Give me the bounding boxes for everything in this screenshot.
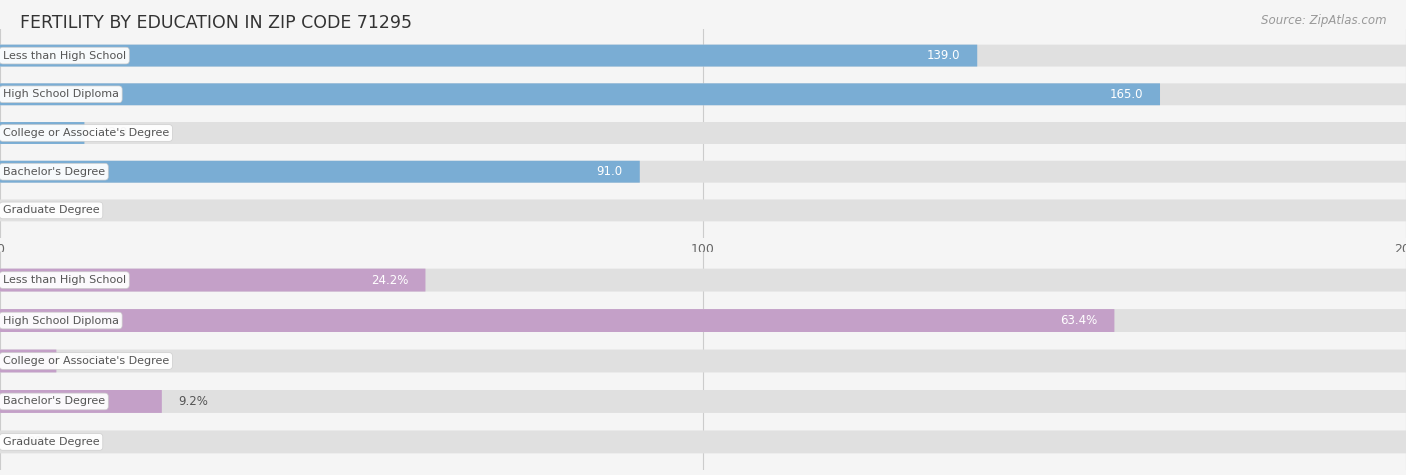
FancyBboxPatch shape bbox=[0, 350, 56, 372]
Text: Graduate Degree: Graduate Degree bbox=[3, 437, 100, 447]
FancyBboxPatch shape bbox=[0, 122, 84, 144]
Text: 139.0: 139.0 bbox=[927, 49, 960, 62]
FancyBboxPatch shape bbox=[0, 161, 1406, 183]
Text: Bachelor's Degree: Bachelor's Degree bbox=[3, 397, 105, 407]
FancyBboxPatch shape bbox=[0, 83, 1406, 105]
FancyBboxPatch shape bbox=[0, 430, 1406, 453]
Text: 3.2%: 3.2% bbox=[73, 354, 103, 368]
FancyBboxPatch shape bbox=[0, 83, 1160, 105]
FancyBboxPatch shape bbox=[0, 390, 1406, 413]
FancyBboxPatch shape bbox=[0, 269, 426, 292]
FancyBboxPatch shape bbox=[0, 45, 1406, 66]
Text: 63.4%: 63.4% bbox=[1060, 314, 1097, 327]
Text: 165.0: 165.0 bbox=[1109, 88, 1143, 101]
FancyBboxPatch shape bbox=[0, 200, 1406, 221]
Text: 9.2%: 9.2% bbox=[179, 395, 208, 408]
FancyBboxPatch shape bbox=[0, 269, 1406, 292]
Text: Less than High School: Less than High School bbox=[3, 51, 127, 61]
Text: Bachelor's Degree: Bachelor's Degree bbox=[3, 167, 105, 177]
Text: 24.2%: 24.2% bbox=[371, 274, 408, 286]
FancyBboxPatch shape bbox=[0, 309, 1406, 332]
Text: Source: ZipAtlas.com: Source: ZipAtlas.com bbox=[1261, 14, 1386, 27]
Text: College or Associate's Degree: College or Associate's Degree bbox=[3, 128, 169, 138]
FancyBboxPatch shape bbox=[0, 122, 1406, 144]
FancyBboxPatch shape bbox=[0, 161, 640, 183]
Text: 12.0: 12.0 bbox=[101, 126, 128, 140]
Text: FERTILITY BY EDUCATION IN ZIP CODE 71295: FERTILITY BY EDUCATION IN ZIP CODE 71295 bbox=[20, 14, 412, 32]
FancyBboxPatch shape bbox=[0, 350, 1406, 372]
FancyBboxPatch shape bbox=[0, 390, 162, 413]
Text: 0.0: 0.0 bbox=[17, 204, 35, 217]
Text: 0.0%: 0.0% bbox=[17, 436, 46, 448]
Text: High School Diploma: High School Diploma bbox=[3, 315, 120, 325]
Text: Less than High School: Less than High School bbox=[3, 275, 127, 285]
Text: High School Diploma: High School Diploma bbox=[3, 89, 120, 99]
Text: College or Associate's Degree: College or Associate's Degree bbox=[3, 356, 169, 366]
Text: 91.0: 91.0 bbox=[596, 165, 623, 178]
Text: Graduate Degree: Graduate Degree bbox=[3, 205, 100, 215]
FancyBboxPatch shape bbox=[0, 309, 1115, 332]
FancyBboxPatch shape bbox=[0, 45, 977, 66]
